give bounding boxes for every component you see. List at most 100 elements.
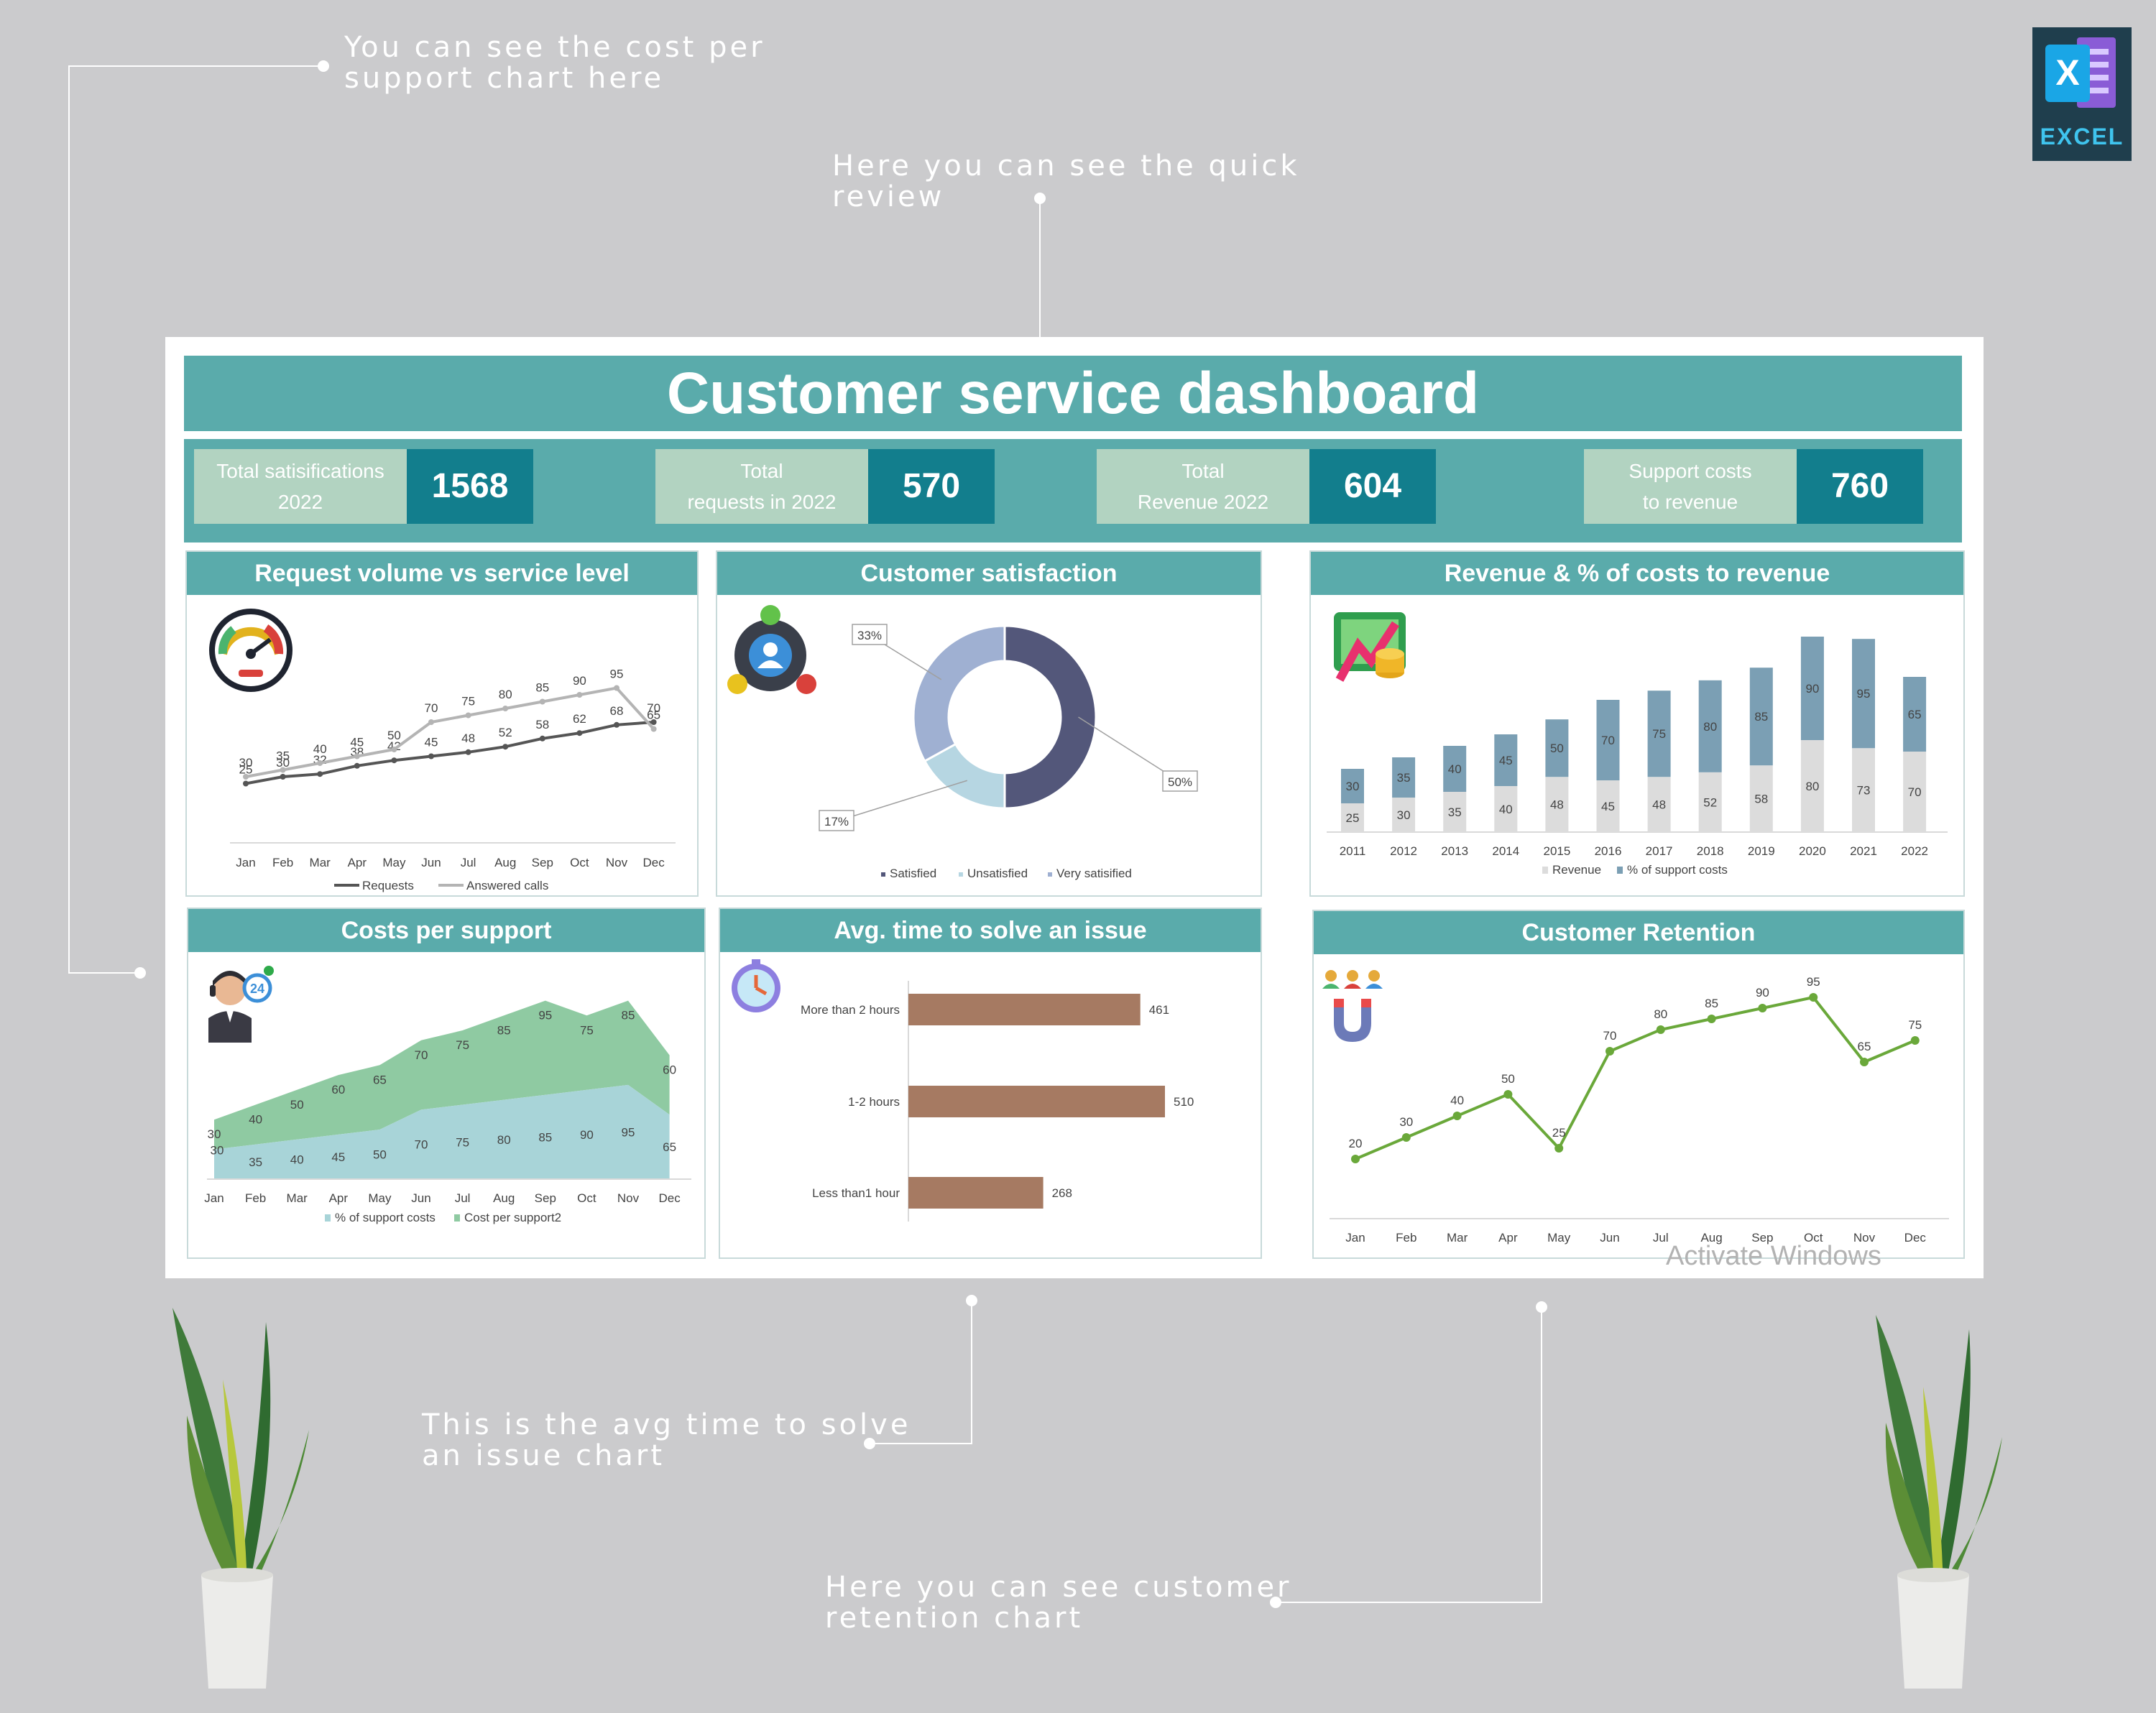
customer-satisfaction-panel: Customer satisfaction 50% 17% 33% Satisfied…	[716, 550, 1262, 897]
x-tick-label: Aug	[493, 1191, 515, 1205]
data-point	[502, 706, 509, 711]
series-line	[245, 721, 654, 785]
plant-left-image	[172, 1308, 309, 1689]
kpi-support-costs-label: Support costs to revenue	[1584, 449, 1797, 524]
area-cost-per-support	[214, 1000, 670, 1150]
data-point	[576, 730, 583, 737]
data-label: 70	[415, 1048, 428, 1062]
data-point	[354, 753, 360, 759]
revenue-chart: 25 30 2011 30 35 2012 35 40 2013 40 45 2014 48 50 2015…	[1327, 637, 1948, 877]
legend-label: Answered calls	[466, 879, 548, 892]
legend-swatch	[959, 872, 963, 877]
data-label: 45	[425, 736, 438, 749]
data-label: 75	[1652, 727, 1666, 741]
x-tick-label: Mar	[1447, 1231, 1468, 1245]
x-tick-label: Jun	[1600, 1231, 1619, 1245]
data-label: 30	[208, 1127, 221, 1141]
callout-retention: Here you can see customer retention char…	[825, 1571, 1292, 1635]
data-label: 75	[456, 1038, 469, 1052]
cost-bar	[1596, 700, 1620, 780]
callout-connector	[68, 65, 323, 67]
data-label: 90	[1805, 682, 1819, 696]
excel-letter: X	[2055, 52, 2079, 93]
data-label: 50	[373, 1148, 387, 1162]
legend-label: Satisfied	[890, 867, 936, 880]
cost-bar	[1903, 677, 1927, 752]
data-point	[428, 753, 434, 759]
cost-bar	[1494, 734, 1518, 786]
data-label: 95	[1857, 687, 1871, 701]
data-label: 45	[1601, 800, 1615, 813]
data-label: 65	[647, 708, 660, 722]
kpi-total-satisfactions-label: Total satisifications 2022	[194, 449, 407, 524]
callout-avg-time: This is the avg time to solve an issue c…	[422, 1408, 911, 1472]
x-tick-label: 2016	[1595, 844, 1622, 858]
donut-slice	[1003, 624, 1097, 810]
data-label: 80	[499, 688, 512, 701]
x-tick-label: Jun	[411, 1191, 430, 1205]
data-label: 80	[1654, 1007, 1667, 1021]
x-tick-label: Oct	[1804, 1231, 1823, 1245]
data-label: 33%	[857, 629, 882, 642]
data-label: 70	[415, 1138, 428, 1152]
data-label: 65	[1858, 1040, 1871, 1053]
bar	[908, 994, 1141, 1025]
bar	[908, 1177, 1044, 1209]
x-tick-label: May	[1547, 1231, 1571, 1245]
data-label: 70	[1908, 785, 1922, 799]
x-tick-label: 2014	[1492, 844, 1519, 858]
x-tick-label: Feb	[1396, 1231, 1416, 1245]
x-tick-label: Jan	[1345, 1231, 1365, 1245]
label-box	[819, 810, 854, 831]
cost-bar	[1800, 637, 1824, 740]
data-label: 60	[331, 1083, 345, 1096]
data-label: 35	[1448, 805, 1462, 819]
revenue-bar	[1443, 792, 1467, 832]
revenue-bar	[1392, 798, 1416, 832]
data-label: 75	[456, 1135, 469, 1149]
data-point	[1758, 1004, 1767, 1012]
excel-word: EXCEL	[2040, 124, 2124, 149]
data-point	[465, 749, 471, 755]
x-tick-label: Jan	[204, 1191, 224, 1205]
legend-swatch	[881, 872, 885, 877]
cost-bar	[1852, 639, 1875, 749]
data-label: 50	[1501, 1072, 1515, 1086]
x-tick-label: Apr	[1498, 1231, 1518, 1245]
x-tick-label: 2019	[1748, 844, 1775, 858]
legend-swatch	[1617, 867, 1623, 874]
data-point	[502, 744, 509, 750]
y-tick-label: More than 2 hours	[801, 1003, 900, 1017]
x-tick-label: 2012	[1390, 844, 1417, 858]
data-point	[1452, 1112, 1462, 1120]
x-tick-label: Dec	[642, 856, 665, 869]
data-point	[391, 757, 397, 764]
data-label: 40	[290, 1153, 304, 1166]
data-label: 45	[350, 736, 364, 749]
data-point	[650, 719, 657, 725]
data-label: 25	[239, 763, 253, 777]
data-label: 20	[1349, 1137, 1363, 1150]
callout-quick-review: Here you can see the quick review	[832, 149, 1300, 213]
callout-connector	[1541, 1307, 1542, 1603]
legend-label: % of support costs	[335, 1211, 436, 1224]
customer-retention-chart: 20 30 40 50 25 70 80 85 90 95 65 75 Jan Feb Mar Apr May J…	[1330, 975, 1949, 1245]
data-label: 65	[1908, 708, 1922, 721]
data-label: 58	[1754, 793, 1768, 806]
x-tick-label: Jul	[461, 856, 476, 869]
data-label: 35	[249, 1155, 262, 1169]
excel-icon: X	[2045, 37, 2116, 108]
kpi-total-satisfactions-value: 1568	[407, 449, 533, 524]
data-point	[428, 719, 434, 725]
x-tick-label: 2017	[1646, 844, 1673, 858]
callout-dot	[134, 967, 146, 979]
data-label: 30	[276, 756, 290, 770]
data-label: 40	[1450, 1094, 1464, 1107]
callout-connector	[68, 65, 70, 974]
data-point	[539, 698, 545, 705]
label-box	[1162, 770, 1198, 792]
svg-text:24: 24	[250, 982, 264, 996]
callout-connector	[1039, 198, 1041, 338]
bar	[908, 1086, 1165, 1117]
